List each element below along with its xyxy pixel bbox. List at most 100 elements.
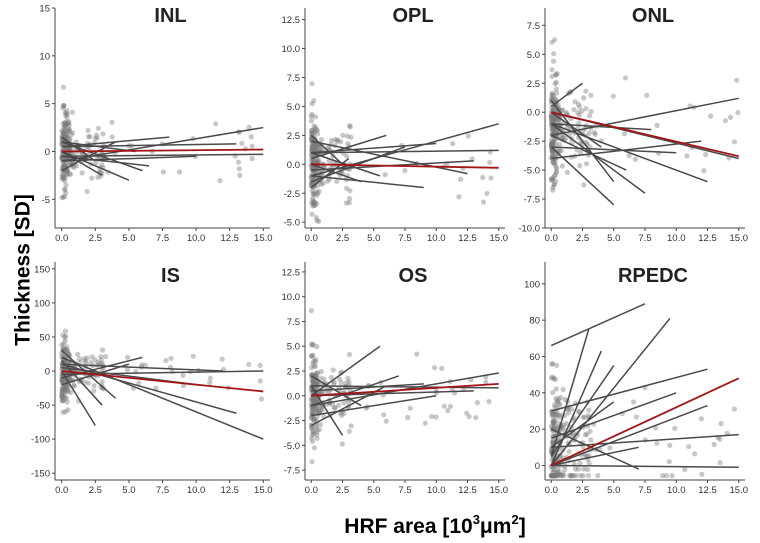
data-point	[309, 459, 315, 465]
data-point	[555, 399, 561, 405]
data-point	[552, 117, 558, 123]
data-point	[95, 359, 101, 365]
data-point	[571, 473, 577, 479]
data-point	[311, 199, 317, 205]
data-point	[309, 81, 315, 87]
y-tick-label: -7.5	[524, 195, 540, 206]
data-point	[621, 131, 628, 137]
data-point	[324, 178, 331, 184]
data-point	[311, 397, 317, 403]
x-tick-label: 15.0	[254, 485, 273, 496]
data-point	[551, 473, 558, 479]
data-point	[555, 473, 561, 479]
data-point	[563, 110, 569, 116]
data-point	[549, 125, 555, 131]
data-point	[583, 88, 589, 94]
data-point	[552, 376, 558, 383]
data-point	[557, 471, 563, 477]
data-point	[61, 172, 67, 178]
data-point	[548, 116, 555, 122]
data-point	[310, 195, 316, 201]
data-point	[552, 116, 559, 122]
data-point	[549, 149, 556, 155]
data-point	[100, 131, 106, 137]
data-point	[71, 383, 77, 389]
data-point	[557, 402, 563, 408]
data-point	[552, 411, 558, 417]
data-point	[219, 356, 225, 362]
data-point	[63, 112, 69, 119]
data-point	[577, 460, 583, 466]
data-point	[235, 159, 242, 165]
data-point	[64, 127, 70, 133]
data-point	[576, 408, 582, 414]
data-point	[311, 202, 317, 208]
data-point	[89, 354, 95, 360]
data-point	[347, 124, 353, 130]
data-point	[92, 135, 98, 141]
regression-line	[310, 157, 350, 189]
data-point	[309, 101, 315, 107]
x-tick-label: 5.0	[367, 485, 380, 496]
data-point	[553, 178, 559, 184]
data-point	[329, 401, 336, 407]
regression-line	[311, 142, 437, 154]
data-point	[168, 355, 174, 361]
data-point	[88, 359, 94, 366]
data-point	[548, 141, 555, 147]
data-point	[553, 386, 559, 392]
data-point	[550, 94, 557, 100]
data-point	[559, 473, 565, 479]
data-point	[61, 103, 67, 109]
regression-line	[61, 150, 103, 177]
data-point	[309, 438, 315, 444]
data-point	[576, 120, 582, 126]
data-point	[59, 393, 65, 400]
data-point	[60, 378, 66, 384]
data-point	[551, 173, 558, 179]
data-point	[59, 342, 65, 348]
regression-line	[61, 136, 96, 162]
data-point	[153, 385, 159, 391]
data-point	[67, 136, 73, 142]
data-point	[314, 192, 320, 198]
data-point	[311, 146, 317, 152]
data-point	[588, 92, 594, 98]
mean-regression-line	[61, 370, 264, 393]
data-point	[549, 149, 555, 155]
data-point	[310, 191, 316, 197]
regression-line	[61, 356, 143, 379]
data-point	[309, 378, 315, 384]
data-point	[66, 171, 72, 177]
data-point	[549, 176, 555, 182]
panel-inl: -5 0 5 10 15 0.0 2.5 5.0 7.5 10.0 12.5 15.0 INL	[39, 4, 272, 245]
data-point	[89, 175, 95, 181]
y-tick-label: 5.0	[287, 102, 300, 113]
data-point	[66, 119, 72, 125]
data-point	[60, 130, 66, 136]
y-tick-label: 10.0	[282, 292, 301, 303]
data-point	[672, 425, 678, 431]
data-point	[310, 203, 316, 209]
x-tick-label: 12.5	[220, 485, 239, 496]
data-point	[312, 199, 318, 205]
data-point	[62, 387, 68, 393]
data-point	[487, 159, 493, 165]
data-point	[483, 379, 489, 385]
data-point	[337, 376, 343, 382]
data-point	[99, 360, 105, 366]
data-point	[344, 133, 351, 139]
data-point	[91, 388, 97, 394]
data-point	[551, 473, 557, 479]
data-point	[311, 416, 317, 422]
data-point	[64, 107, 70, 113]
data-point	[550, 127, 556, 133]
data-point	[552, 37, 558, 43]
x-tick-label: 15.0	[254, 233, 273, 244]
data-point	[311, 190, 317, 197]
data-point	[548, 423, 554, 429]
data-point	[550, 466, 556, 472]
data-point	[82, 379, 88, 385]
data-point	[311, 429, 317, 435]
data-point	[549, 127, 555, 133]
